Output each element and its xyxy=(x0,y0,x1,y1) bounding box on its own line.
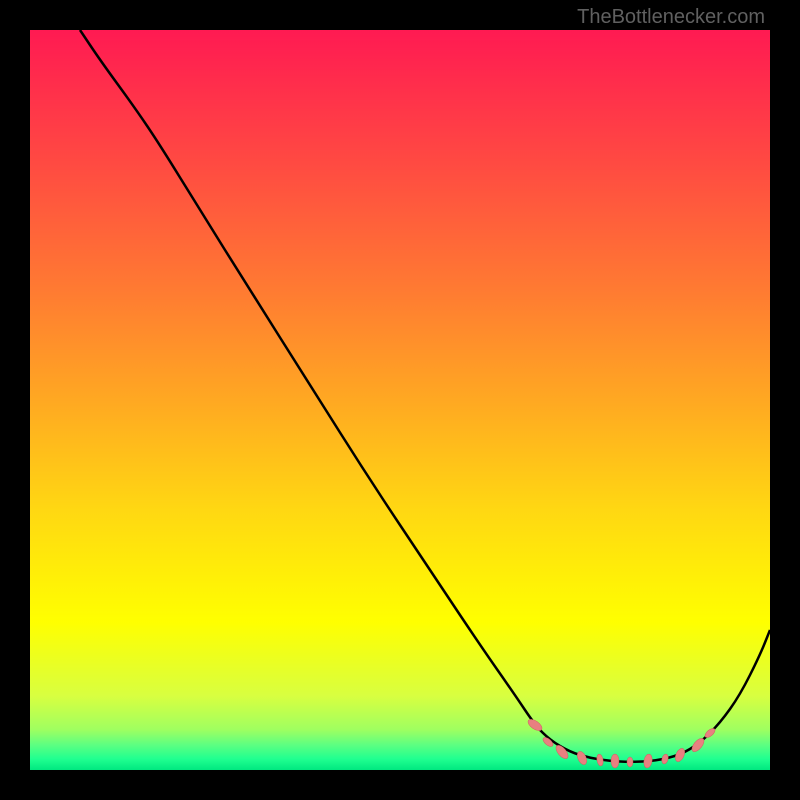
curve-marker xyxy=(643,753,653,768)
curve-layer xyxy=(30,30,770,770)
curve-marker xyxy=(627,757,633,767)
chart-area xyxy=(30,30,770,770)
curve-marker xyxy=(661,753,669,764)
bottleneck-curve xyxy=(80,30,770,762)
curve-marker xyxy=(611,754,619,768)
curve-marker xyxy=(596,754,604,767)
watermark-text: TheBottlenecker.com xyxy=(577,6,765,29)
